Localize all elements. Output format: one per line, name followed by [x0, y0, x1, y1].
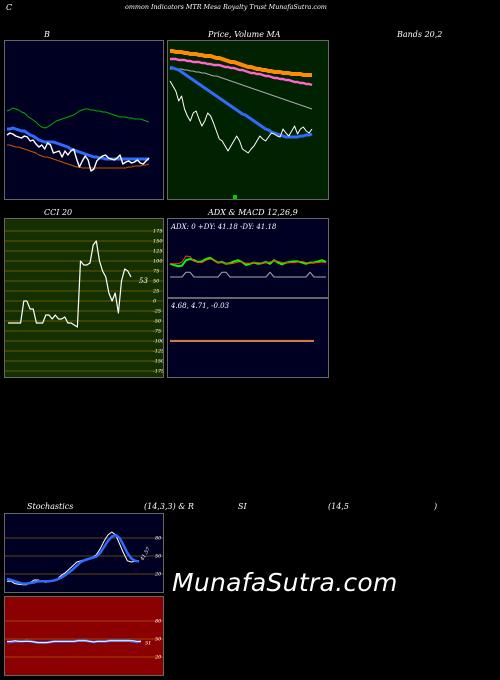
label-stochastics: Stochastics — [27, 502, 74, 511]
macd-chart: 4.68, 4.71, -0.03 — [170, 302, 314, 342]
cci-tick-label: -25 — [153, 309, 161, 315]
stochastics-line — [6, 533, 140, 585]
label-stoch-params: (14,3,3) & R — [144, 502, 194, 511]
label-rsi-close: ) — [434, 502, 438, 511]
cci-tick-label: 175 — [153, 229, 163, 235]
cci-tick-label: 100 — [153, 259, 163, 265]
cci-tick-label: -50 — [153, 319, 162, 325]
cci-tick-label: 0 — [153, 299, 157, 305]
bollinger-chart — [6, 107, 150, 172]
page-title: ommon Indicators MTR Mesa Royalty Trust … — [125, 3, 327, 11]
price-ma-line — [170, 49, 312, 77]
label-rsi-params: (14,5 — [328, 502, 349, 511]
price-ma-panel — [167, 40, 329, 200]
label-bands: Bands 20,2 — [397, 30, 443, 39]
cci-tick-label: 150 — [153, 239, 163, 245]
cci-tick-label: -100 — [153, 339, 163, 345]
adx-chart: ADX: 0 +DY: 41.18 -DY: 41.18 — [169, 223, 327, 278]
bollinger-line — [7, 126, 149, 161]
stochastics-tick-label: 20 — [154, 572, 162, 578]
stochastics-tick-label: 80 — [155, 536, 162, 542]
adx-values-label: ADX: 0 +DY: 41.18 -DY: 41.18 — [170, 223, 277, 231]
cci-line — [8, 240, 132, 328]
cci-tick-label: -75 — [153, 329, 161, 335]
label-adx-macd: ADX & MACD 12,26,9 — [208, 208, 298, 217]
rsi-chart: 80 50 20 51 — [5, 619, 163, 661]
price-ma-line — [170, 57, 313, 87]
cci-tick-label: -175 — [153, 369, 163, 375]
price-ma-line — [169, 65, 313, 139]
macd-values-label: 4.68, 4.71, -0.03 — [170, 302, 230, 310]
stochastics-chart: 80 50 20 41.57 — [5, 531, 163, 586]
header-letter: C — [6, 3, 13, 12]
cci-tick-label: -125 — [153, 349, 163, 355]
cci-last-value: 53 — [139, 277, 148, 285]
label-b: B — [44, 30, 50, 39]
stochastics-line — [7, 531, 140, 586]
adx-panel: ADX: 0 +DY: 41.18 -DY: 41.18 — [167, 218, 329, 298]
price-ma-line — [170, 68, 313, 110]
price-ma-line — [169, 80, 313, 154]
cci-tick-label: 50 — [153, 279, 160, 285]
bollinger-line — [6, 132, 150, 172]
stochastics-panel: 80 50 20 41.57 — [4, 513, 164, 593]
stochastics-tick-label: 50 — [155, 554, 162, 560]
rsi-last-value: 51 — [145, 641, 151, 647]
label-price-ma: Price, Volume MA — [208, 30, 281, 39]
adx-line — [170, 255, 327, 265]
bollinger-line — [7, 144, 150, 169]
price-ma-chart — [169, 49, 313, 199]
brand-watermark: MunafaSutra.com — [172, 568, 398, 597]
adx-line — [170, 271, 326, 278]
label-rsi: SI — [238, 502, 247, 511]
label-cci: CCI 20 — [44, 208, 73, 217]
cci-chart: 175 150 125 100 75 50 25 0 -25 -50 -75 -100 -125 -150… — [5, 229, 163, 375]
bollinger-line — [6, 107, 150, 129]
cci-panel: 175 150 125 100 75 50 25 0 -25 -50 -75 -100 -125 -150… — [4, 218, 164, 378]
rsi-line — [7, 640, 141, 644]
rsi-tick-label: 80 — [155, 619, 162, 625]
cci-tick-label: 125 — [153, 249, 163, 255]
stochastics-last-value: 41.57 — [139, 546, 152, 563]
cci-tick-label: -150 — [153, 359, 163, 365]
cci-tick-label: 25 — [152, 289, 159, 295]
bollinger-panel — [4, 40, 164, 200]
rsi-tick-label: 50 — [155, 637, 162, 643]
volume-bar — [233, 195, 237, 199]
rsi-panel: 80 50 20 51 — [4, 596, 164, 676]
macd-panel: 4.68, 4.71, -0.03 — [167, 298, 329, 378]
rsi-tick-label: 20 — [154, 655, 162, 661]
cci-tick-label: 75 — [153, 269, 159, 275]
